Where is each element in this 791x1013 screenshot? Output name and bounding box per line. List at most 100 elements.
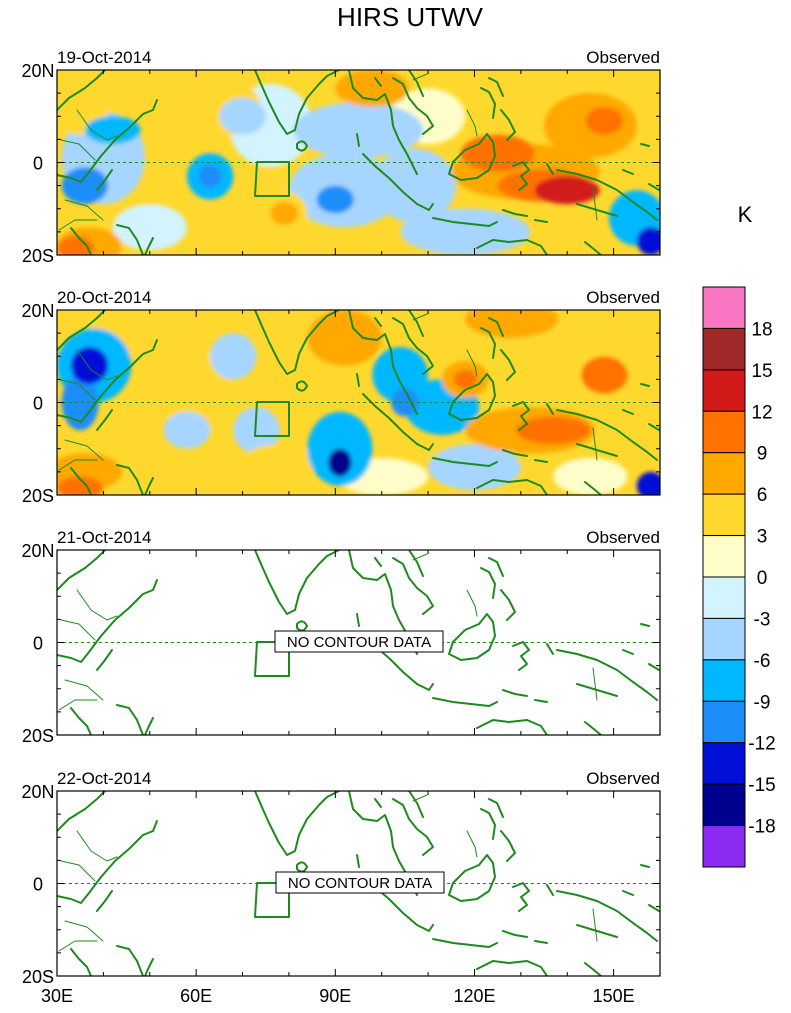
colorbar-swatch — [702, 452, 746, 495]
colorbar-label: 18 — [751, 319, 772, 340]
anomaly-cell — [372, 347, 429, 403]
colorbar-swatch — [702, 286, 746, 329]
panel-date-label: 20-Oct-2014 — [57, 288, 152, 307]
lat-tick-label: 20S — [22, 726, 54, 746]
anomaly-cell — [307, 310, 382, 366]
colorbar-swatch — [702, 327, 746, 371]
colorbar-swatch — [702, 410, 746, 454]
lat-tick-label: 20S — [22, 967, 54, 987]
anomaly-cell — [636, 471, 660, 495]
panel-observed-label: Observed — [586, 48, 660, 67]
colorbar-label: -3 — [754, 609, 771, 630]
anomaly-cell — [270, 201, 299, 225]
colorbar-label: -6 — [754, 651, 771, 672]
colorbar-swatch — [702, 493, 746, 537]
anomaly-cell — [256, 310, 322, 357]
colorbar-label: 15 — [751, 361, 772, 382]
colorbar-label: -9 — [754, 692, 771, 713]
colorbar-swatch — [702, 659, 746, 702]
anomaly-cell — [210, 333, 257, 380]
map-panel-22-oct: NO CONTOUR DATA 22-Oct-2014 Observed — [56, 769, 661, 977]
longitude-labels: 30E 60E 90E 120E 150E — [41, 986, 635, 1006]
colorbar-label: 0 — [757, 568, 768, 589]
lat-tick-label: 20S — [22, 486, 54, 506]
anomaly-cell — [57, 476, 104, 495]
map-panel-19-oct: 19-Oct-2014 Observed — [56, 48, 661, 256]
anomaly-cell — [198, 164, 222, 188]
colorbar-label: 9 — [757, 444, 768, 465]
anomaly-cell — [460, 134, 535, 172]
colorbar-swatch — [702, 369, 746, 412]
colorbar-swatch — [702, 576, 746, 619]
anomaly-cell — [112, 204, 187, 251]
lat-tick-label: 0 — [33, 875, 43, 895]
colorbar-swatch — [702, 783, 746, 827]
lon-tick-label: 90E — [319, 986, 351, 1006]
map-panel-21-oct: NO CONTOUR DATA 21-Oct-2014 Observed — [56, 528, 661, 736]
lon-tick-label: 150E — [593, 986, 635, 1006]
anomaly-cell — [242, 444, 317, 482]
anomaly-cell — [61, 374, 99, 431]
anomaly-cell — [516, 416, 591, 445]
anomaly-cell — [391, 388, 419, 417]
colorbar-label: 12 — [751, 402, 772, 423]
anomaly-cell — [553, 458, 628, 495]
colorbar-label: -15 — [748, 775, 775, 796]
anomaly-cell — [585, 107, 623, 135]
colorbar-swatch — [702, 535, 746, 578]
colorbar: 18 15 12 9 6 3 0 -3 -6 -9 -12 -15 -18 — [702, 286, 776, 868]
colorbar-swatch — [702, 825, 746, 868]
anomaly-cell — [636, 227, 660, 255]
colorbar-units: K — [738, 202, 753, 227]
anomaly-cell — [163, 411, 211, 449]
panel-observed-label: Observed — [586, 769, 660, 788]
anomaly-cell — [57, 236, 95, 255]
anomaly-cell — [534, 176, 600, 205]
colorbar-swatch — [702, 742, 746, 785]
anomaly-cell — [428, 444, 521, 491]
latitude-labels: 20N 0 20S 20N 0 20S 20N 0 20S 20N 0 20S — [21, 61, 54, 987]
lat-tick-label: 20N — [21, 782, 54, 802]
anomaly-cell — [233, 407, 280, 454]
colorbar-swatch — [702, 700, 746, 744]
anomaly-cell — [372, 148, 456, 223]
colorbar-label: 6 — [757, 485, 768, 506]
panel-observed-label: Observed — [586, 528, 660, 547]
anomaly-cell — [581, 356, 628, 394]
lat-tick-label: 20S — [22, 246, 54, 266]
lon-tick-label: 60E — [180, 986, 212, 1006]
colorbar-label: 3 — [757, 527, 768, 548]
lat-tick-label: 0 — [33, 154, 43, 174]
anomaly-cell — [465, 310, 558, 338]
anomaly-cell — [316, 185, 354, 214]
anomaly-cell — [61, 167, 108, 205]
colorbar-label: -12 — [748, 734, 775, 755]
lat-tick-label: 0 — [33, 634, 43, 654]
lon-tick-label: 30E — [41, 986, 73, 1006]
lat-tick-label: 20N — [21, 301, 54, 321]
lon-tick-label: 120E — [453, 986, 495, 1006]
panel-date-label: 21-Oct-2014 — [57, 528, 152, 547]
anomaly-cell — [84, 116, 141, 144]
map-panel-20-oct: 20-Oct-2014 Observed — [56, 288, 661, 496]
lat-tick-label: 20N — [21, 61, 54, 81]
lat-tick-label: 20N — [21, 541, 54, 561]
no-contour-data-box: NO CONTOUR DATA — [274, 630, 444, 653]
anomaly-cell — [453, 370, 477, 389]
no-contour-data-box: NO CONTOUR DATA — [275, 871, 445, 894]
figure-title: HIRS UTWV — [337, 2, 484, 32]
panel-date-label: 22-Oct-2014 — [57, 769, 152, 788]
panel-date-label: 19-Oct-2014 — [57, 48, 152, 67]
anomaly-cell — [328, 448, 352, 477]
panel-observed-label: Observed — [586, 288, 660, 307]
lat-tick-label: 0 — [33, 394, 43, 414]
no-contour-data-text: NO CONTOUR DATA — [287, 634, 431, 651]
anomaly-cell — [400, 208, 531, 255]
no-contour-data-text: NO CONTOUR DATA — [288, 875, 432, 892]
colorbar-label: -18 — [748, 817, 775, 838]
anomaly-cell — [70, 347, 109, 384]
anomaly-cell — [219, 97, 266, 135]
colorbar-swatch — [702, 617, 746, 661]
anomaly-cell — [335, 70, 410, 107]
